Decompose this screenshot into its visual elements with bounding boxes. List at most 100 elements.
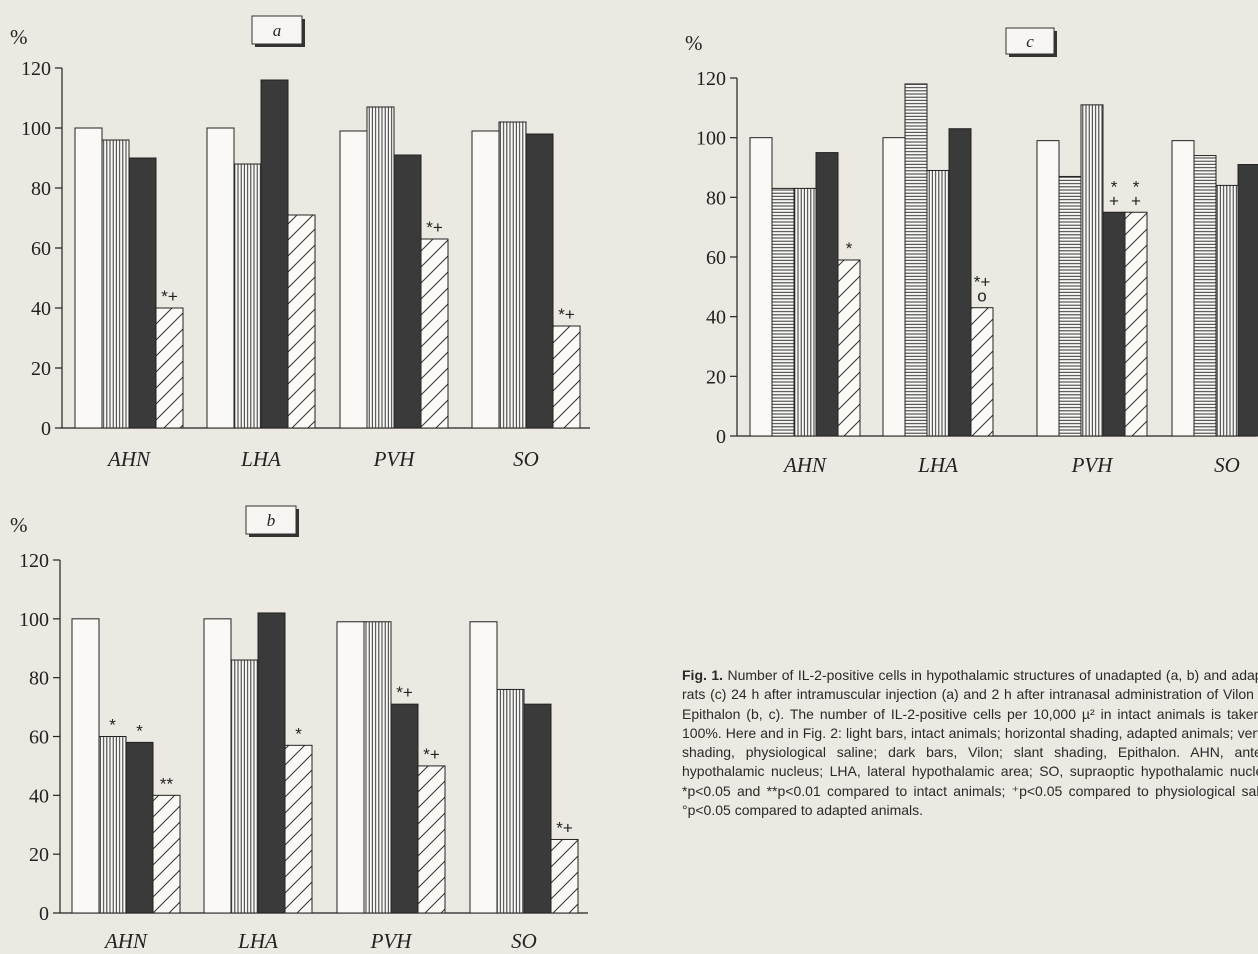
significance-marker: **	[160, 774, 174, 793]
bar-epithalon-lha	[970, 307, 994, 437]
significance-marker: *+	[974, 273, 991, 292]
category-label-lha: LHA	[237, 929, 278, 953]
y-unit-label: %	[685, 31, 703, 55]
bar-intact-lha	[203, 618, 232, 914]
y-tick-label: 60	[706, 247, 726, 269]
category-label-pvh: PVH	[1071, 453, 1115, 477]
bar-epithalon-lha	[287, 214, 316, 429]
bar-intact-ahn	[74, 127, 103, 429]
bar-vilon-so	[523, 703, 552, 914]
panel-label-box	[1005, 27, 1055, 55]
y-tick-label: 60	[29, 727, 49, 749]
chart-panel-b: % b 0 20 40 60 80 100 120 AHN LHA PVH SO * * ** * *+ *+ *+	[0, 490, 620, 954]
bar-intact-so	[469, 621, 498, 914]
y-tick-label: 20	[31, 358, 51, 380]
significance-marker: *	[1111, 177, 1118, 196]
significance-marker: *	[846, 239, 853, 258]
y-tick-label: 40	[706, 307, 726, 329]
bar-saline-so	[1215, 184, 1239, 437]
bar-vilon-pvh	[390, 703, 419, 914]
bar-intact-pvh	[339, 130, 368, 429]
caption-fig-label: Fig. 1.	[682, 667, 724, 683]
bar-adapted-so	[1193, 155, 1217, 437]
category-label-so: SO	[1214, 453, 1240, 477]
significance-marker: *+	[423, 745, 440, 764]
bar-vilon-so	[525, 133, 554, 429]
y-tick-label: 120	[696, 68, 726, 90]
y-unit-label: %	[10, 513, 28, 537]
panel-label: c	[1026, 32, 1034, 51]
significance-marker: *	[1133, 177, 1140, 196]
category-label-ahn: AHN	[782, 453, 827, 477]
y-tick-label: 60	[31, 238, 51, 260]
bar-saline-pvh	[363, 621, 392, 914]
significance-marker: *+	[426, 218, 443, 237]
bar-saline-pvh	[366, 106, 395, 429]
category-label-lha: LHA	[917, 453, 958, 477]
bar-vilon-so	[1237, 164, 1258, 437]
panel-label: a	[273, 21, 282, 40]
bar-intact-ahn	[71, 618, 100, 914]
panel-label: b	[267, 511, 276, 530]
bar-saline-lha	[230, 659, 259, 914]
y-tick-label: 80	[29, 668, 49, 690]
significance-marker: *+	[558, 305, 575, 324]
significance-marker: *	[295, 724, 302, 743]
significance-marker: o	[977, 287, 986, 306]
significance-marker: *	[136, 721, 143, 740]
category-label-ahn: AHN	[106, 447, 151, 471]
category-label-so: SO	[513, 447, 539, 471]
bar-epithalon-pvh	[420, 238, 449, 429]
y-tick-label: 100	[19, 609, 49, 631]
y-tick-label: 0	[39, 903, 49, 925]
bar-intact-so	[471, 130, 500, 429]
y-tick-label: 0	[41, 418, 51, 440]
y-tick-label: 40	[29, 785, 49, 807]
bar-saline-lha	[926, 169, 950, 437]
category-label-lha: LHA	[240, 447, 281, 471]
bar-saline-ahn	[101, 139, 130, 429]
bar-epithalon-lha	[284, 744, 313, 914]
caption-text: Number of IL-2-positive cells in hypotha…	[682, 667, 1258, 819]
bar-intact-so	[1171, 140, 1195, 437]
significance-marker: +	[1131, 191, 1141, 210]
bar-vilon-ahn	[128, 157, 157, 429]
panel-label-box	[245, 505, 297, 535]
category-label-pvh: PVH	[370, 929, 414, 953]
y-tick-label: 120	[19, 550, 49, 572]
bar-adapted-lha	[904, 83, 928, 437]
y-tick-label: 80	[31, 178, 51, 200]
y-tick-label: 120	[21, 58, 51, 80]
category-label-so: SO	[511, 929, 537, 953]
significance-marker: *	[109, 716, 116, 735]
figure-caption: Fig. 1. Number of IL-2-positive cells in…	[682, 666, 1258, 820]
chart-panel-a: % a 0 20 40 60 80 100 120 AHN LHA PVH SO *+ *+ *+	[0, 0, 620, 490]
bar-epithalon-so	[552, 325, 581, 429]
y-tick-label: 20	[29, 844, 49, 866]
panel-label-box	[251, 15, 303, 45]
bar-intact-pvh	[1036, 140, 1060, 437]
chart-panel-c: % c 0 20 40 60 80 100 120 AHN LHA PVH SO * o *+ + * + *	[640, 0, 1258, 500]
significance-marker: *+	[161, 287, 178, 306]
bar-vilon-pvh	[393, 154, 422, 429]
bar-saline-ahn	[98, 736, 127, 914]
bar-saline-so	[498, 121, 527, 429]
chart-a: % a 0 20 40 60 80 100 120 AHN LHA PVH SO *+ *+ *+	[10, 15, 590, 471]
y-tick-label: 20	[706, 366, 726, 388]
y-tick-label: 80	[706, 187, 726, 209]
bar-vilon-ahn	[815, 152, 839, 437]
bar-epithalon-so	[550, 838, 579, 914]
bar-saline-pvh	[1080, 104, 1104, 437]
bar-saline-so	[496, 688, 525, 914]
category-label-pvh: PVH	[373, 447, 417, 471]
bar-intact-lha	[882, 137, 906, 437]
bar-saline-ahn	[793, 187, 817, 437]
bar-adapted-pvh	[1058, 175, 1082, 437]
significance-marker: *+	[396, 683, 413, 702]
significance-marker: +	[1109, 191, 1119, 210]
bar-vilon-lha	[948, 128, 972, 437]
y-tick-label: 0	[716, 426, 726, 448]
bar-epithalon-pvh	[1124, 211, 1148, 437]
